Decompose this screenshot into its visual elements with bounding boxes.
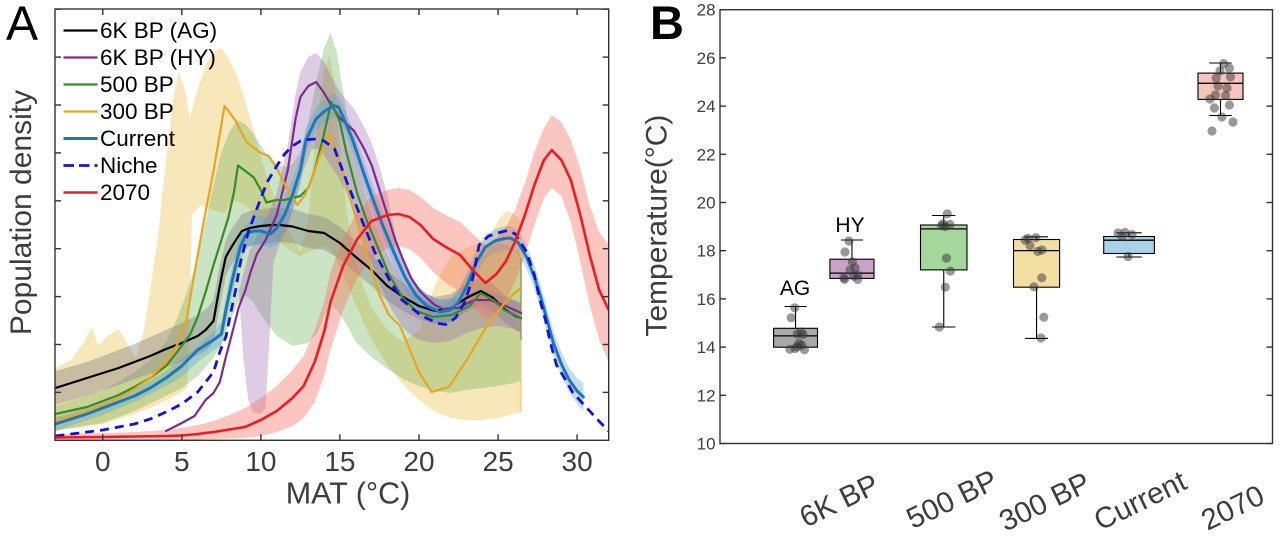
svg-text:5: 5 bbox=[174, 446, 190, 477]
svg-text:26: 26 bbox=[697, 49, 716, 68]
svg-text:A: A bbox=[6, 0, 38, 50]
svg-text:22: 22 bbox=[697, 145, 716, 164]
svg-text:HY: HY bbox=[835, 214, 864, 237]
svg-text:MAT (°C): MAT (°C) bbox=[286, 477, 411, 511]
svg-text:25: 25 bbox=[483, 446, 514, 477]
svg-text:2070: 2070 bbox=[100, 180, 150, 205]
svg-text:500 BP: 500 BP bbox=[100, 72, 174, 97]
svg-text:18: 18 bbox=[697, 242, 716, 261]
svg-text:10: 10 bbox=[245, 446, 276, 477]
svg-text:14: 14 bbox=[697, 338, 716, 357]
svg-text:20: 20 bbox=[403, 446, 434, 477]
svg-text:6K BP (HY): 6K BP (HY) bbox=[100, 45, 216, 70]
svg-text:28: 28 bbox=[697, 1, 716, 20]
svg-text:Current: Current bbox=[100, 126, 176, 151]
svg-text:12: 12 bbox=[697, 386, 716, 405]
svg-text:16: 16 bbox=[697, 290, 716, 309]
svg-text:20: 20 bbox=[697, 194, 716, 213]
svg-text:AG: AG bbox=[780, 277, 810, 300]
svg-text:0: 0 bbox=[95, 446, 111, 477]
svg-text:10: 10 bbox=[697, 435, 716, 454]
svg-text:Population density: Population density bbox=[5, 90, 38, 335]
svg-text:30: 30 bbox=[562, 446, 593, 477]
svg-text:Niche: Niche bbox=[100, 153, 158, 178]
svg-text:15: 15 bbox=[324, 446, 355, 477]
svg-text:6K BP (AG): 6K BP (AG) bbox=[100, 18, 217, 43]
svg-text:300 BP: 300 BP bbox=[100, 99, 174, 124]
svg-text:Temperature(°C): Temperature(°C) bbox=[641, 115, 674, 337]
svg-text:24: 24 bbox=[697, 97, 716, 116]
svg-text:B: B bbox=[650, 0, 684, 49]
